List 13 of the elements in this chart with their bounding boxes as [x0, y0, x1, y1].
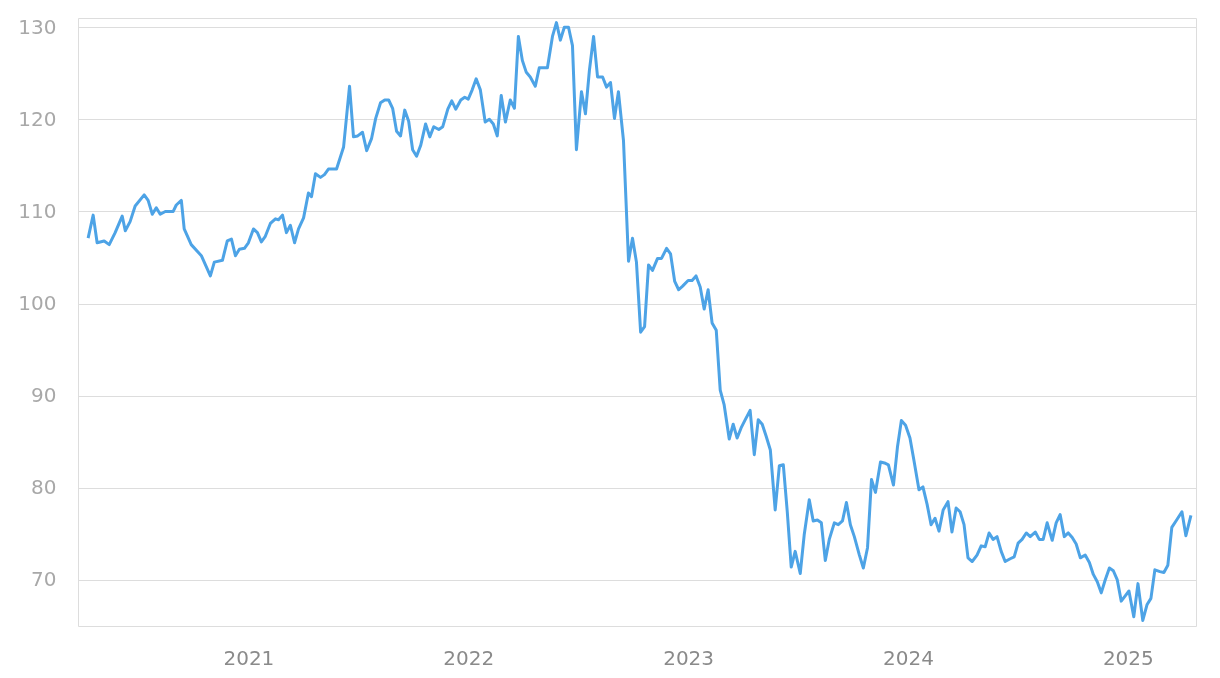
y-tick-label: 70 [31, 567, 57, 592]
y-tick-label: 100 [18, 291, 57, 316]
y-tick-label: 120 [18, 106, 57, 131]
x-tick-label: 2021 [223, 645, 275, 670]
x-tick-label: 2022 [443, 645, 495, 670]
x-tick-label: 2023 [663, 645, 715, 670]
y-tick-label: 90 [31, 383, 57, 408]
y-tick-label: 80 [31, 475, 57, 500]
y-tick-label: 110 [18, 198, 57, 223]
x-tick-label: 2024 [883, 645, 934, 670]
y-tick-label: 130 [18, 14, 57, 39]
line-series [86, 21, 1193, 622]
x-tick-label: 2025 [1102, 645, 1154, 670]
